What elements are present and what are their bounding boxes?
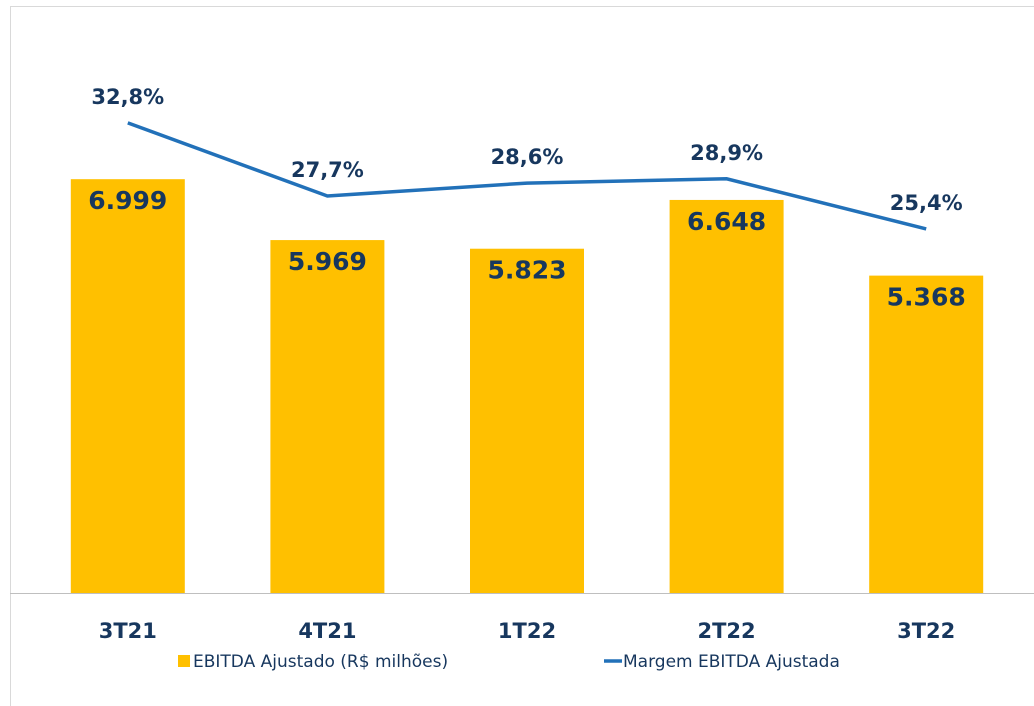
legend-label: Margem EBITDA Ajustada (623, 652, 840, 672)
x-tick-label: 2T22 (698, 619, 756, 643)
bar (869, 275, 984, 593)
line-value-label: 28,6% (491, 145, 564, 169)
bar-value-label: 6.999 (88, 186, 167, 215)
line-value-label: 25,4% (890, 191, 963, 215)
margin-line (127, 121, 927, 231)
bar-value-label: 5.368 (887, 283, 966, 312)
x-tick-label: 3T22 (897, 619, 955, 643)
line-value-label: 27,7% (291, 158, 364, 182)
bar-value-label: 6.648 (687, 207, 766, 236)
legend-swatch (178, 655, 190, 667)
line-value-label: 28,9% (690, 141, 763, 165)
bar (470, 248, 584, 593)
bar (70, 179, 185, 593)
chart-frame (10, 6, 1034, 706)
bar-value-label: 5.969 (288, 247, 367, 276)
bar (669, 199, 784, 593)
bar (270, 240, 385, 593)
x-tick-label: 4T21 (298, 619, 356, 643)
x-tick-label: 1T22 (498, 619, 556, 643)
x-tick-label: 3T21 (99, 619, 157, 643)
bar-value-label: 5.823 (487, 256, 566, 285)
line-value-label: 32,8% (91, 85, 164, 109)
legend-label: EBITDA Ajustado (R$ milhões) (193, 652, 448, 672)
